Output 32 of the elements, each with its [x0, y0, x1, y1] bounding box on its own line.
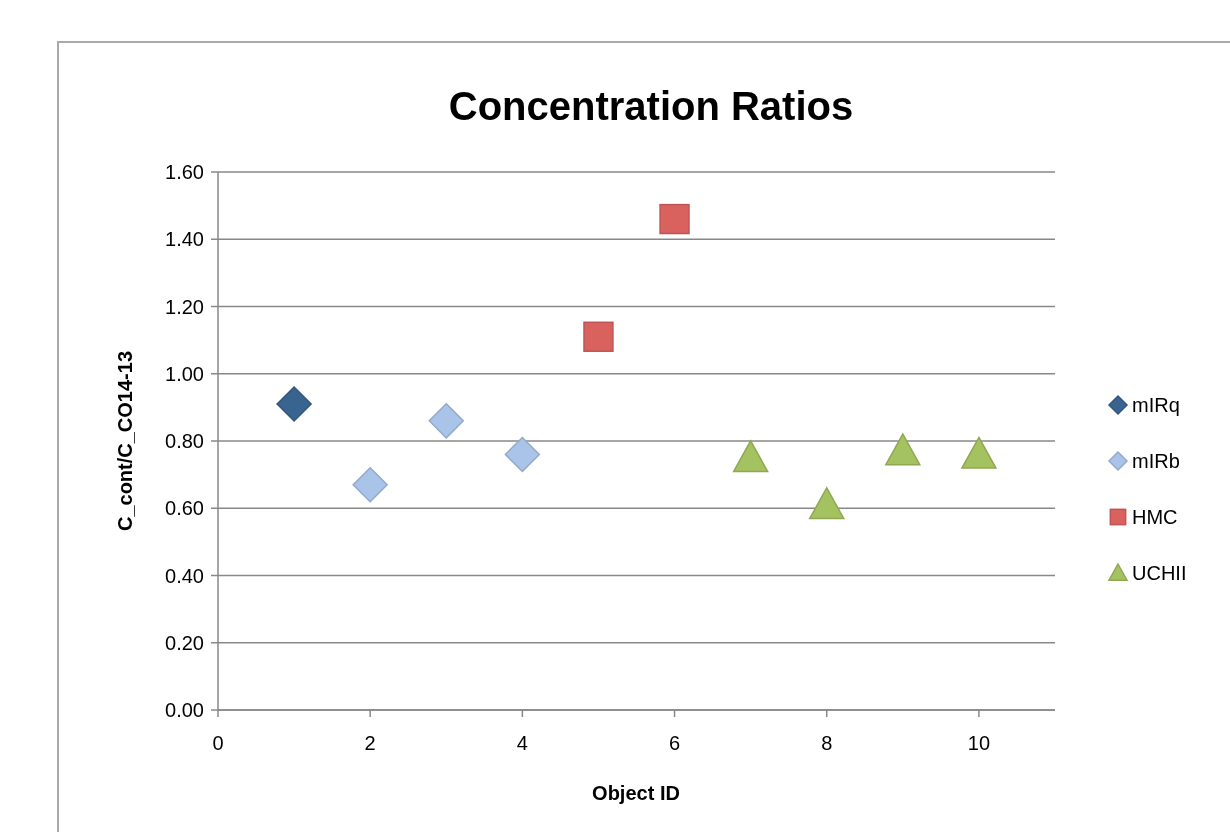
x-tick-label: 4	[516, 732, 528, 754]
point	[428, 403, 465, 439]
y-tick-label: 0.40	[165, 564, 204, 587]
y-tick-label: 0.00	[165, 699, 204, 721]
y-tick-label: 1.00	[165, 362, 204, 385]
point	[352, 466, 388, 503]
y-tick-label: 0.20	[165, 631, 204, 654]
legend-label: mIRq	[1132, 394, 1180, 416]
legend-label: mIRb	[1132, 450, 1180, 472]
x-tick-label: 2	[364, 732, 376, 754]
point	[885, 433, 921, 466]
y-axis-title: C_cont/C_CO14-13	[114, 350, 136, 532]
chart-title: Concentration Ratios	[448, 84, 854, 128]
y-tick-label: 1.20	[165, 295, 204, 318]
x-tick-label: 8	[821, 732, 833, 754]
point	[961, 436, 997, 469]
point	[276, 386, 312, 422]
x-axis-title: Object ID	[592, 782, 680, 804]
y-tick-label: 0.80	[165, 430, 204, 452]
point	[504, 436, 541, 473]
point	[732, 440, 769, 473]
x-tick-label: 0	[212, 732, 224, 754]
y-tick-label: 0.60	[165, 497, 204, 520]
point	[808, 487, 845, 520]
x-tick-label: 6	[668, 732, 681, 754]
x-tick-label: 10	[967, 732, 991, 754]
legend-label: HMC	[1132, 506, 1178, 528]
point	[659, 203, 690, 235]
legend-label: UCHII	[1132, 562, 1187, 584]
y-tick-label: 1.60	[165, 161, 204, 183]
y-tick-label: 1.40	[165, 228, 204, 251]
point	[583, 321, 614, 352]
